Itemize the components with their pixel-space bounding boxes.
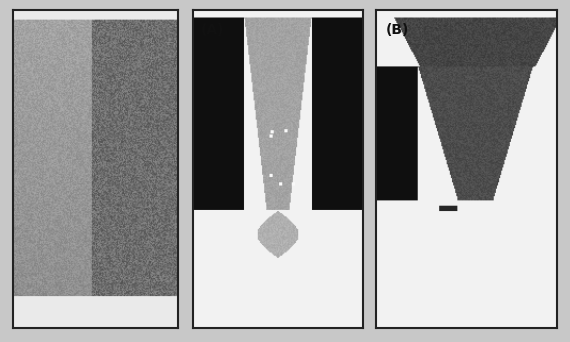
Text: (B): (B) bbox=[385, 23, 409, 37]
Text: (A): (A) bbox=[201, 23, 225, 37]
